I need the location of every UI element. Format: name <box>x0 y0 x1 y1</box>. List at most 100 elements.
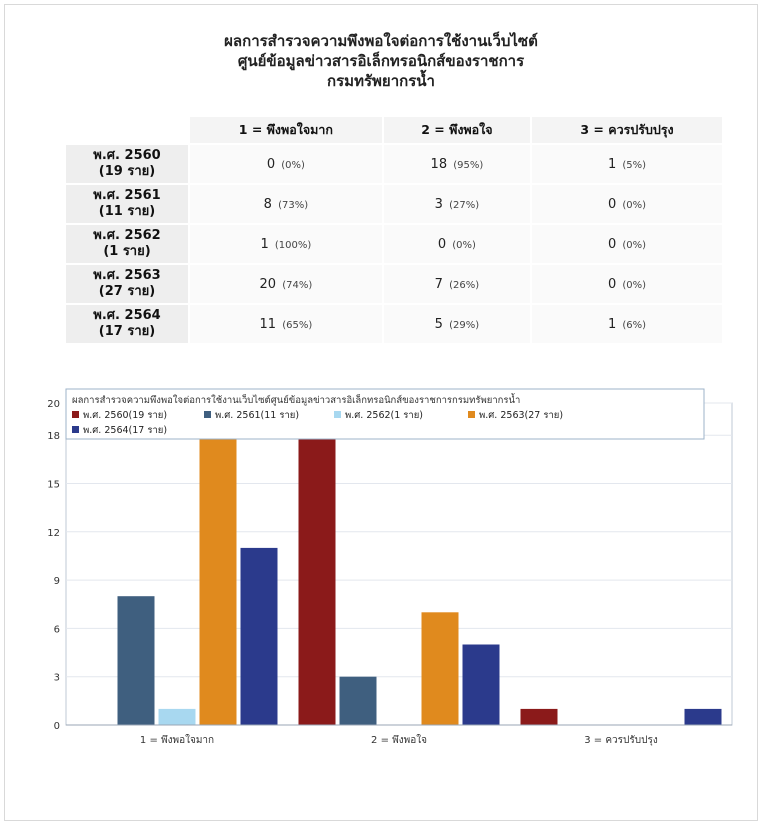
table-cell: 1 (5%) <box>532 145 722 183</box>
row-count: (19 ราย) <box>98 164 156 179</box>
x-tick-label: 2 = พึงพอใจ <box>371 734 427 746</box>
cell-count: 11 <box>259 316 277 332</box>
chart-bars <box>117 403 722 725</box>
legend-item-label: พ.ศ. 2564(17 ราย) <box>83 425 167 436</box>
x-tick-label: 1 = พึงพอใจมาก <box>140 734 214 746</box>
cell-count: 8 <box>263 196 272 212</box>
cell-count: 0 <box>607 236 617 252</box>
cell-count: 1 <box>607 316 617 332</box>
cell-percent: (0%) <box>622 279 647 291</box>
table-cell: 7 (26%) <box>383 265 531 303</box>
cell-count: 18 <box>430 156 448 172</box>
col-header-very-satisfied: 1 = พึงพอใจมาก <box>190 117 382 143</box>
cell-percent: (0%) <box>452 239 476 251</box>
row-year: พ.ศ. 2561 <box>93 188 161 203</box>
legend-swatch <box>72 426 79 433</box>
row-header: พ.ศ. 2560 (19 ราย) <box>66 145 188 183</box>
legend-swatch <box>72 411 79 418</box>
table-cell: 0 (0%) <box>532 185 722 223</box>
summary-table: 1 = พึงพอใจมาก 2 = พึงพอใจ 3 = ควรปรับปร… <box>64 115 724 345</box>
cell-percent: (26%) <box>449 279 480 291</box>
table-header-row: 1 = พึงพอใจมาก 2 = พึงพอใจ 3 = ควรปรับปร… <box>66 117 722 143</box>
bar-chart: 0 3 6 9 12 15 18 20 1 = พึงพอใจมาก 2 = พึงพอใจ 3 =… <box>42 383 742 753</box>
y-tick-label: 15 <box>47 480 60 491</box>
cell-count: 5 <box>434 316 443 332</box>
cell-percent: (5%) <box>622 159 647 171</box>
cell-percent: (27%) <box>449 199 480 211</box>
row-count: (27 ราย) <box>98 284 156 299</box>
legend-swatch <box>334 411 341 418</box>
bar <box>298 435 336 725</box>
cell-count: 7 <box>434 276 443 292</box>
cell-percent: (0%) <box>622 239 647 251</box>
row-year: พ.ศ. 2564 <box>93 308 161 323</box>
bar <box>240 547 278 725</box>
chart-grid <box>65 402 733 726</box>
table-cell: 3 (27%) <box>383 185 531 223</box>
cell-count: 1 <box>260 236 269 252</box>
table-cell: 8 (73%) <box>190 185 382 223</box>
cell-percent: (6%) <box>622 319 647 331</box>
cell-percent: (74%) <box>282 279 313 291</box>
legend-title: ผลการสำรวจความพึงพอใจต่อการใช้งานเว็บไซต… <box>72 393 520 406</box>
table-cell: 0 (0%) <box>383 225 531 263</box>
chart-axes: 0 3 6 9 12 15 18 20 1 = พึงพอใจมาก 2 = พึงพอใจ 3 =… <box>47 399 732 746</box>
cell-count: 0 <box>607 196 617 212</box>
table-row: พ.ศ. 2564 (17 ราย) 11 (65%) 5 (29%) 1 (6… <box>66 305 722 343</box>
y-tick-label: 12 <box>47 528 60 539</box>
row-header: พ.ศ. 2562 (1 ราย) <box>66 225 188 263</box>
row-header: พ.ศ. 2561 (11 ราย) <box>66 185 188 223</box>
table-row: พ.ศ. 2562 (1 ราย) 1 (100%) 0 (0%) 0 (0%) <box>66 225 722 263</box>
cell-percent: (0%) <box>281 159 305 171</box>
y-tick-label: 3 <box>54 673 60 684</box>
row-count: (1 ราย) <box>103 244 151 259</box>
title-line-1: ผลการสำรวจความพึงพอใจต่อการใช้งานเว็บไซต… <box>224 32 538 50</box>
table-cell: 11 (65%) <box>190 305 382 343</box>
cell-count: 0 <box>266 156 276 172</box>
table-cell: 0 (0%) <box>532 225 722 263</box>
cell-percent: (0%) <box>622 199 647 211</box>
row-year: พ.ศ. 2560 <box>93 148 161 163</box>
cell-percent: (65%) <box>282 319 313 331</box>
y-tick-label: 9 <box>54 576 60 587</box>
cell-count: 0 <box>607 276 617 292</box>
plot-area <box>65 402 733 726</box>
legend-item-label: พ.ศ. 2562(1 ราย) <box>345 410 423 421</box>
legend-item-label: พ.ศ. 2563(27 ราย) <box>479 410 563 421</box>
bar-chart-svg: 0 3 6 9 12 15 18 20 1 = พึงพอใจมาก 2 = พึงพอใจ 3 =… <box>47 388 733 746</box>
table-cell: 18 (95%) <box>383 145 531 183</box>
table-cell: 0 (0%) <box>532 265 722 303</box>
table-cell: 20 (74%) <box>190 265 382 303</box>
bar <box>520 708 558 725</box>
y-tick-label: 0 <box>54 721 60 732</box>
legend-item-label: พ.ศ. 2561(11 ราย) <box>215 410 299 421</box>
table-cell: 5 (29%) <box>383 305 531 343</box>
cell-count: 1 <box>607 156 617 172</box>
y-tick-label: 20 <box>47 399 60 410</box>
legend-swatch <box>204 411 211 418</box>
table-cell: 1 (6%) <box>532 305 722 343</box>
cell-percent: (95%) <box>453 159 484 171</box>
bar <box>158 708 196 725</box>
table-row: พ.ศ. 2560 (19 ราย) 0 (0%) 18 (95%) 1 (5%… <box>66 145 722 183</box>
title-line-3: กรมทรัพยากรน้ำ <box>327 72 435 90</box>
row-year: พ.ศ. 2563 <box>93 268 161 283</box>
title-line-2: ศูนย์ข้อมูลข่าวสารอิเล็กทรอนิกส์ของราชกา… <box>237 52 525 70</box>
cell-count: 20 <box>259 276 277 292</box>
cell-percent: (100%) <box>274 239 312 251</box>
cell-percent: (29%) <box>449 319 480 331</box>
row-year: พ.ศ. 2562 <box>93 228 161 243</box>
chart-legend: ผลการสำรวจความพึงพอใจต่อการใช้งานเว็บไซต… <box>65 388 705 440</box>
y-tick-label: 6 <box>54 624 60 635</box>
col-header-needs-improvement: 3 = ควรปรับปรุง <box>532 117 722 143</box>
table-row: พ.ศ. 2563 (27 ราย) 20 (74%) 7 (26%) 0 (0… <box>66 265 722 303</box>
table-corner <box>66 117 188 143</box>
table-cell: 0 (0%) <box>190 145 382 183</box>
cell-percent: (73%) <box>278 199 309 211</box>
row-header: พ.ศ. 2564 (17 ราย) <box>66 305 188 343</box>
legend-box <box>65 388 705 440</box>
bar <box>462 644 500 725</box>
bar <box>117 596 155 725</box>
bar <box>339 676 377 725</box>
y-tick-label: 18 <box>47 431 60 442</box>
